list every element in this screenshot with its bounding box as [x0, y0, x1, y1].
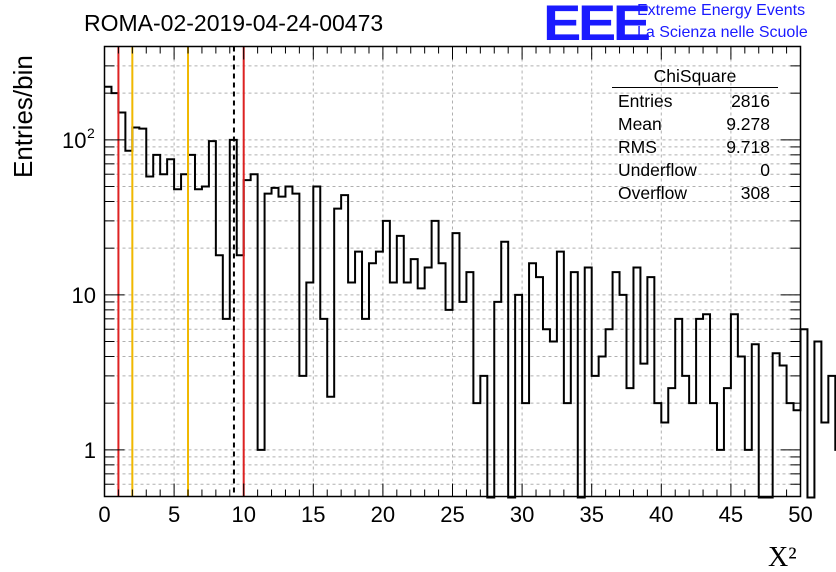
x-tick-label: 30: [510, 502, 534, 527]
x-tick-label: 50: [788, 502, 812, 527]
x-tick-label: 40: [649, 502, 673, 527]
y-tick-label-exponent: 2: [87, 125, 95, 141]
stats-value: 9.718: [726, 137, 770, 157]
stats-row: Underflow 0: [612, 159, 778, 182]
x-tick-label: 0: [98, 502, 110, 527]
stats-box: ChiSquare Entries 2816 Mean 9.278 RMS 9.718…: [612, 66, 778, 205]
logo-line-2: La Scienza nelle Scuole: [637, 24, 808, 41]
run-title: ROMA-02-2019-04-24-00473: [84, 10, 384, 36]
y-tick-label: 10: [72, 283, 96, 308]
stats-row: Overflow 308: [612, 182, 778, 205]
stats-title: ChiSquare: [612, 66, 778, 88]
stats-label: RMS: [618, 137, 657, 157]
eee-logo: EEE: [543, 0, 651, 51]
x-axis-label: X²: [768, 542, 797, 572]
x-tick-label: 35: [579, 502, 603, 527]
x-tick-label: 20: [371, 502, 395, 527]
x-tick-label: 25: [440, 502, 464, 527]
stats-value: 308: [740, 183, 770, 203]
y-tick-label: 1: [84, 438, 96, 463]
logo-line-1: Extreme Energy Events: [637, 2, 806, 19]
stats-value: 9.278: [726, 114, 770, 134]
axis-ticks: [104, 46, 801, 497]
stats-label: Underflow: [618, 160, 697, 180]
x-tick-label: 5: [168, 502, 180, 527]
stats-label: Overflow: [618, 183, 688, 203]
x-tick-label: 15: [301, 502, 325, 527]
stats-label: Mean: [618, 114, 662, 134]
stats-value: 0: [760, 160, 770, 180]
stats-label: Entries: [618, 91, 673, 111]
x-tick-label: 45: [719, 502, 743, 527]
x-tick-label: 10: [231, 502, 255, 527]
y-tick-label: 10: [62, 128, 86, 153]
reference-lines: [117, 46, 245, 497]
stats-row: Entries 2816: [612, 90, 778, 113]
y-axis-label: Entries/bin: [8, 55, 38, 178]
stats-value: 2816: [731, 91, 770, 111]
stats-row: RMS 9.718: [612, 136, 778, 159]
stats-row: Mean 9.278: [612, 113, 778, 136]
